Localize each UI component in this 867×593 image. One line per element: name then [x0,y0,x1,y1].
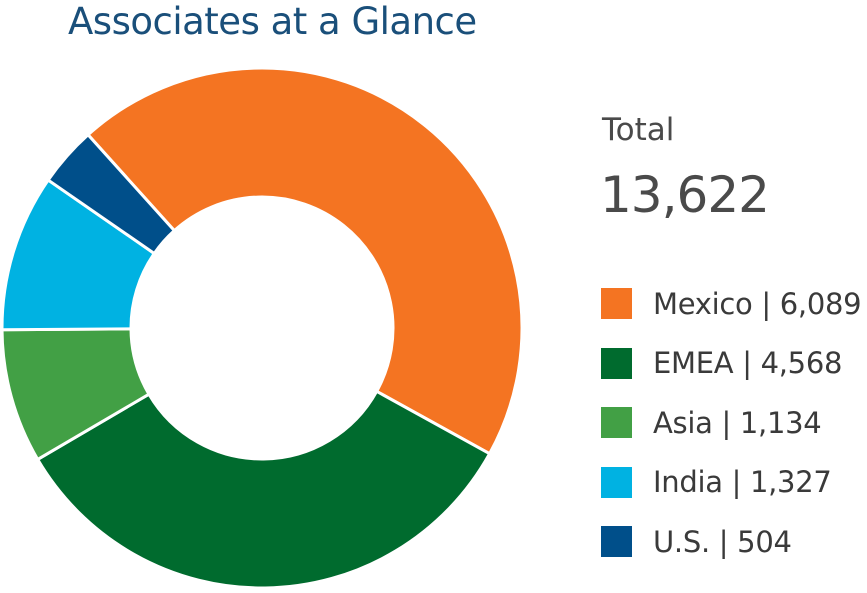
slice-u-s [46,133,176,255]
legend-label-mexico: Mexico | 6,089 [653,286,862,321]
legend-swatch-india [601,466,632,498]
slice-emea [36,389,492,590]
total-label: Total [602,112,675,148]
legend-item-india: India | 1,327 [601,453,861,513]
total-value: 13,622 [600,166,770,224]
legend-swatch-asia [601,407,632,439]
legend-label-india: India | 1,327 [653,465,832,500]
legend-item-emea: EMEA | 4,568 [601,334,861,394]
legend-label-asia: Asia | 1,134 [653,405,822,440]
chart-title: Associates at a Glance [68,0,477,43]
legend-swatch-u-s [601,526,632,558]
legend-item-mexico: Mexico | 6,089 [601,274,862,334]
legend-item-u-s: U.S. | 504 [601,512,861,572]
legend-label-emea: EMEA | 4,568 [653,346,843,381]
legend: Mexico | 6,089 EMEA | 4,568 Asia | 1,134 In… [601,274,862,572]
legend-label-u-s: U.S. | 504 [653,524,792,559]
legend-swatch-emea [601,347,632,379]
legend-item-asia: Asia | 1,134 [601,393,861,453]
slice-mexico [86,66,524,456]
legend-swatch-mexico [601,288,632,320]
